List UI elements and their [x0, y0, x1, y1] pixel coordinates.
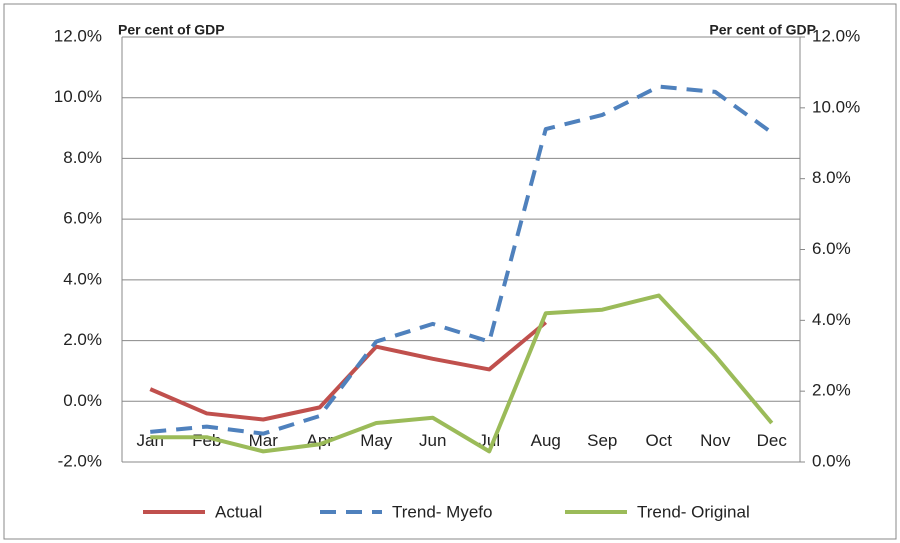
y-tick-label: 12.0%	[54, 26, 102, 45]
legend-label: Trend- Myefo	[392, 502, 492, 521]
y-axis-title: Per cent of GDP	[118, 22, 225, 38]
y-tick-label: 0.0%	[63, 391, 102, 410]
y2-tick-label: 6.0%	[812, 239, 851, 258]
series-line	[150, 84, 773, 436]
y2-tick-label: 10.0%	[812, 97, 860, 116]
x-tick-label: Sep	[587, 431, 617, 450]
x-tick-label: Oct	[646, 431, 673, 450]
x-tick-label: May	[360, 431, 393, 450]
y-tick-label: 4.0%	[63, 269, 102, 288]
x-tick-label: Jan	[137, 431, 164, 450]
y2-axis-title: Per cent of GDP	[709, 22, 816, 38]
y-tick-label: 6.0%	[63, 209, 102, 228]
x-tick-label: Jun	[419, 431, 446, 450]
y-tick-label: 10.0%	[54, 87, 102, 106]
x-tick-label: Dec	[757, 431, 788, 450]
legend-label: Trend- Original	[637, 502, 750, 521]
x-tick-label: Nov	[700, 431, 731, 450]
y2-tick-label: 0.0%	[812, 451, 851, 470]
x-tick-label: Mar	[249, 431, 279, 450]
series-line	[150, 293, 774, 454]
y2-tick-label: 8.0%	[812, 168, 851, 187]
legend-label: Actual	[215, 502, 262, 521]
y2-tick-label: 4.0%	[812, 310, 851, 329]
chart-border	[3, 3, 897, 540]
y-tick-label: 8.0%	[63, 148, 102, 167]
y2-tick-label: 2.0%	[812, 381, 851, 400]
x-tick-label: Aug	[531, 431, 561, 450]
y2-tick-label: 12.0%	[812, 26, 860, 45]
y-tick-label: -2.0%	[58, 451, 102, 470]
y-tick-label: 2.0%	[63, 330, 102, 349]
